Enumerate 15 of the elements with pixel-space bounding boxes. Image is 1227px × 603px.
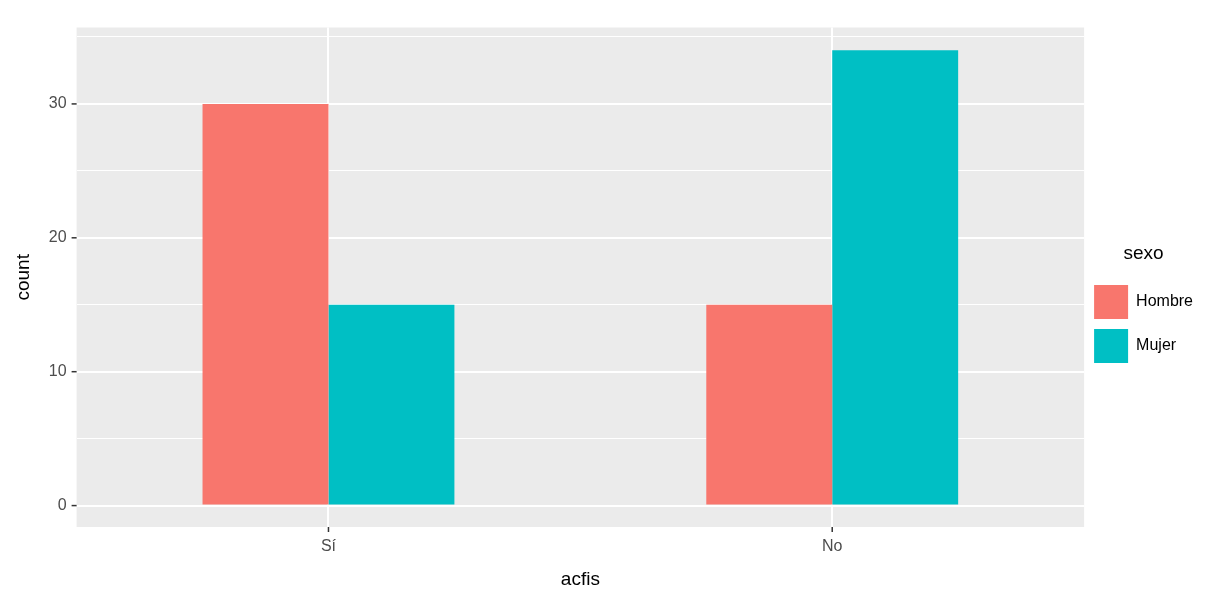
y-tick-label: 0: [57, 495, 67, 513]
legend-label: Mujer: [1136, 336, 1177, 354]
bar: [832, 50, 959, 505]
legend-label: Hombre: [1136, 292, 1194, 310]
legend-title: sexo: [1123, 241, 1164, 263]
y-axis-title: count: [11, 253, 33, 301]
x-tick-label: No: [821, 537, 843, 555]
y-tick-label: 20: [48, 228, 67, 246]
bar: [328, 304, 455, 505]
x-tick-label: Sí: [320, 537, 337, 555]
bar: [706, 304, 833, 505]
bar: [202, 103, 329, 505]
x-axis-title: acfis: [560, 567, 600, 589]
y-tick-label: 10: [48, 362, 67, 380]
y-tick-label: 30: [48, 94, 67, 112]
